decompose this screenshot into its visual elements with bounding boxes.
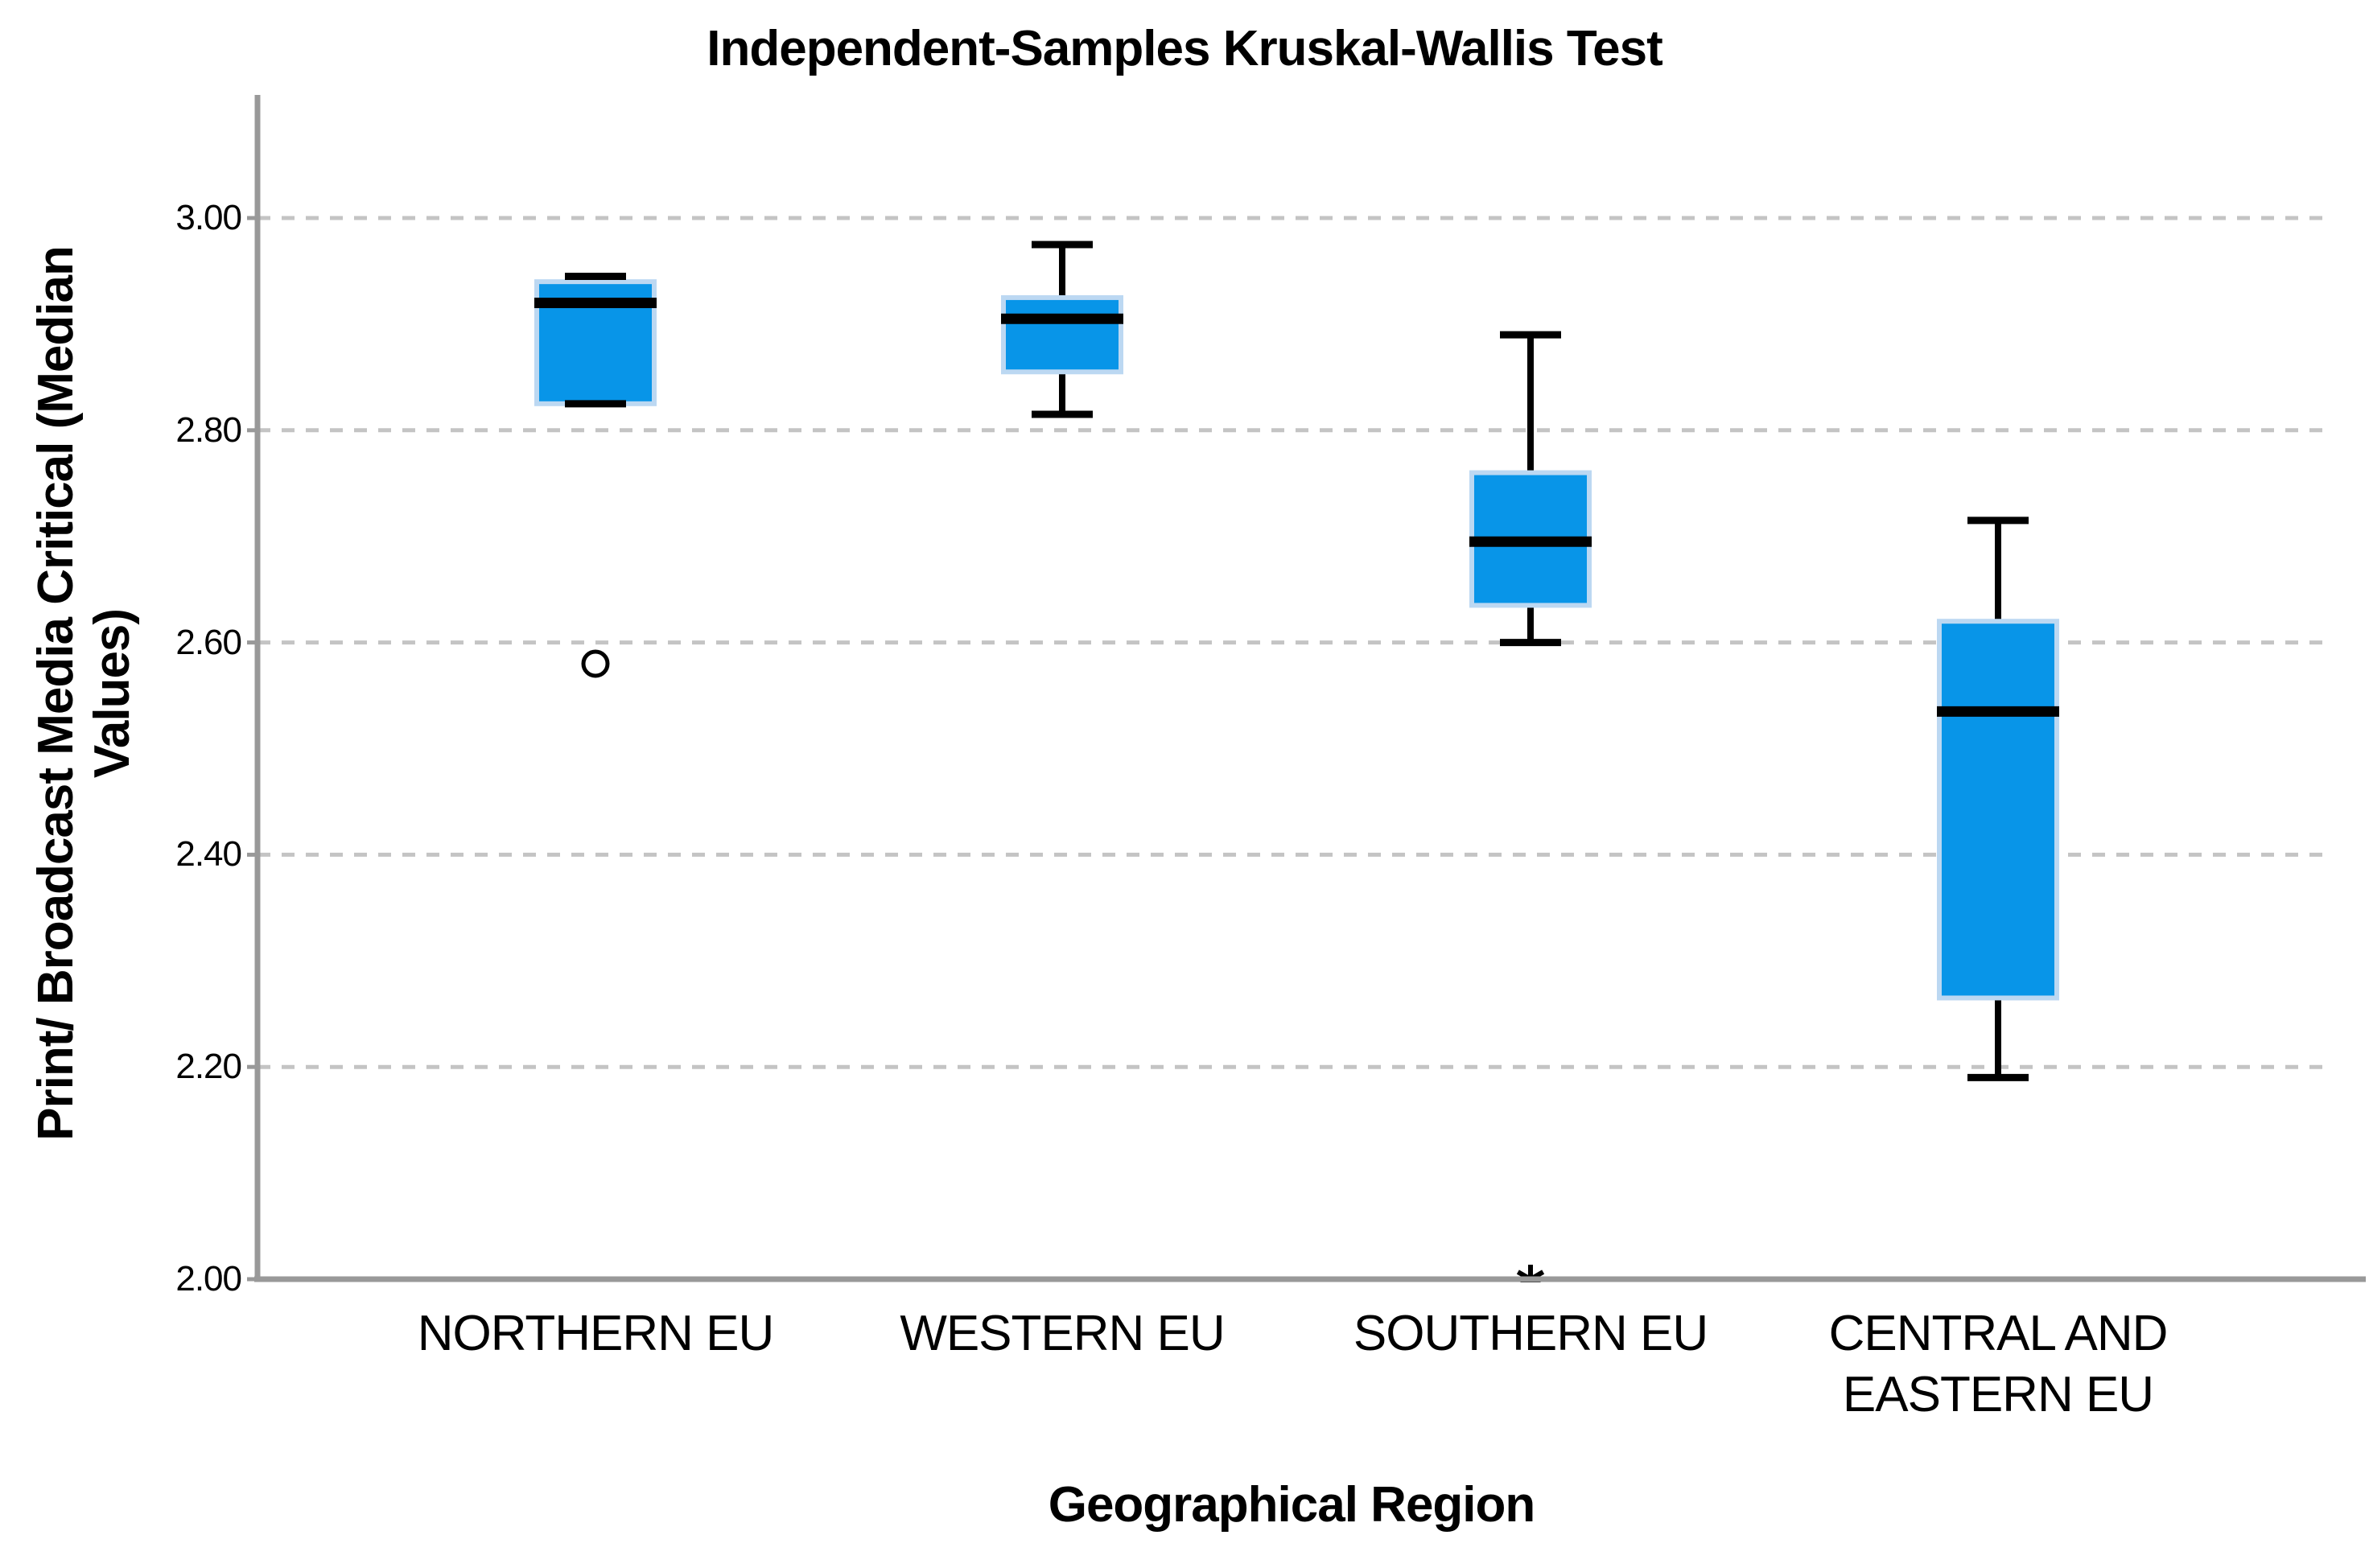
category-label-line: WESTERN EU <box>900 1306 1225 1361</box>
y-tick-label-3.00: 3.00 <box>175 198 242 237</box>
box-central-and-eastern-eu <box>1937 619 2059 1001</box>
y-tick-label-2.40: 2.40 <box>175 834 242 875</box>
box-western-eu <box>1001 294 1123 375</box>
outlier-circle-northern-eu <box>581 649 610 678</box>
chart-title: Independent-Samples Kruskal-Wallis Test <box>707 21 1663 76</box>
category-label-western-eu: WESTERN EU <box>805 1303 1320 1364</box>
y-tick-label-2.00: 2.00 <box>175 1259 242 1298</box>
category-label-line: NORTHERN EU <box>417 1306 775 1361</box>
category-label-southern-eu: SOUTHERN EU <box>1273 1303 1788 1364</box>
y-tick-label-2.60: 2.60 <box>175 622 242 662</box>
category-label-line: EASTERN EU <box>1842 1367 2154 1422</box>
category-label-northern-eu: NORTHERN EU <box>338 1303 853 1364</box>
y-tick-label-2.20: 2.20 <box>175 1047 242 1087</box>
y-tick-label-2.80: 2.80 <box>175 409 242 450</box>
x-axis-title: Geographical Region <box>1048 1477 1536 1533</box>
category-label-line: CENTRAL AND <box>1828 1306 2169 1361</box>
category-label-central-and-eastern-eu: CENTRAL AND EASTERN EU <box>1741 1303 2256 1426</box>
category-label-line: SOUTHERN EU <box>1353 1306 1708 1361</box>
